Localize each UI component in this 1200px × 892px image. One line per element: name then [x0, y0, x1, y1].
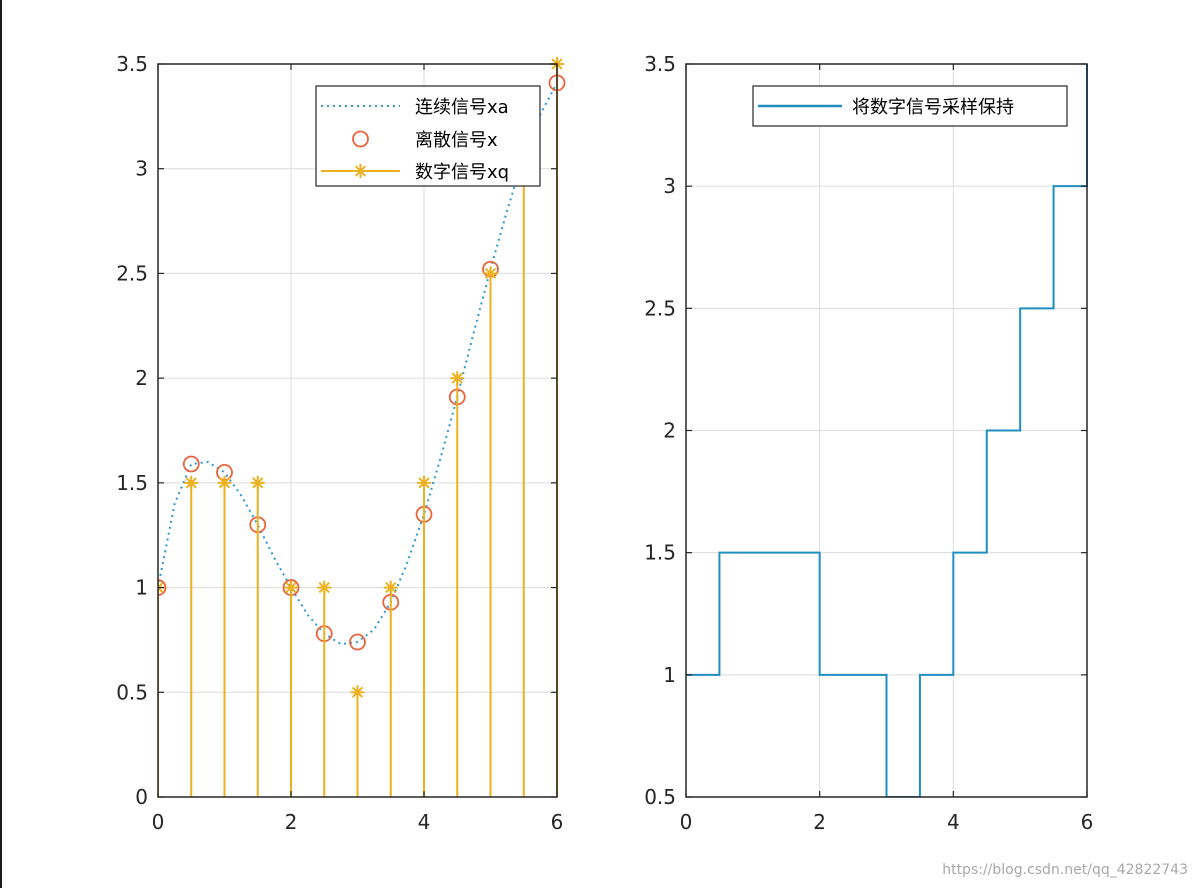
- discrete-point: [158, 579, 167, 596]
- watermark-text: https://blog.csdn.net/qq_42822743: [942, 862, 1188, 878]
- stairs-line: [686, 64, 1088, 797]
- y-tick-label: 3: [135, 157, 148, 181]
- y-tick-label: 3.5: [116, 52, 148, 76]
- y-tick-label: 3.5: [644, 52, 676, 76]
- stem-marker: [450, 371, 465, 386]
- legend: 连续信号xa 离散信号x 数字信号xq: [315, 85, 541, 187]
- legend: 将数字信号采样保持: [752, 85, 1068, 127]
- stem-marker: [417, 475, 431, 490]
- legend-entry-label: 数字信号xq: [415, 162, 509, 183]
- discrete-point: [182, 455, 200, 473]
- axes-1: 0 2 4 6 0 0.5 1 1.5 2 2.5 3 3.5 连续信号xa 离散信号x 数字信号xq: [116, 52, 566, 834]
- y-tick-label: 2.5: [644, 296, 676, 320]
- stem-marker: [383, 580, 398, 595]
- stem-marker: [483, 266, 498, 281]
- discrete-point: [349, 633, 366, 651]
- legend-entry-label: 离散信号x: [415, 130, 498, 151]
- y-tick-label: 1.5: [116, 471, 148, 495]
- axes-box: [157, 63, 558, 798]
- ticks: 0 2 4 6 0 0.5 1 1.5 2 2.5 3 3.5: [116, 52, 563, 834]
- y-tick-label: 2: [135, 366, 148, 390]
- stem-marker: [217, 475, 232, 490]
- stem-marker: [317, 580, 332, 595]
- y-tick-label: 2.5: [116, 261, 148, 285]
- x-tick-label: 2: [813, 810, 826, 834]
- x-tick-label: 2: [285, 810, 298, 834]
- legend-entry-label: 连续信号xa: [415, 97, 509, 118]
- legend-sample-marker: [353, 164, 368, 178]
- x-tick-label: 4: [947, 810, 960, 834]
- y-tick-label: 0.5: [116, 680, 148, 704]
- stem-marker: [284, 580, 298, 595]
- series-1: [686, 64, 1088, 797]
- axes-2: 0 2 4 6 0.5 1 1.5 2 2.5 3 3.5 将数字信号采样保持: [644, 52, 1093, 834]
- x-tick-label: 6: [551, 810, 564, 834]
- y-tick-label: 0.5: [644, 785, 676, 809]
- stem-marker: [250, 475, 265, 490]
- y-tick-label: 2: [663, 419, 676, 443]
- legend-entry-label: 将数字信号采样保持: [852, 97, 1014, 118]
- x-tick-label: 4: [418, 810, 431, 834]
- x-tick-label: 0: [680, 810, 693, 834]
- y-tick-label: 1.5: [644, 541, 676, 565]
- ticks: 0 2 4 6 0.5 1 1.5 2 2.5 3 3.5: [644, 52, 1093, 834]
- x-tick-label: 6: [1081, 810, 1094, 834]
- legend-sample-marker: [352, 130, 369, 148]
- stem-marker: [350, 685, 365, 700]
- y-tick-label: 1: [663, 663, 676, 687]
- stem-marker: [184, 475, 199, 490]
- y-tick-label: 1: [135, 576, 148, 600]
- y-tick-label: 3: [663, 174, 676, 198]
- x-tick-label: 0: [152, 810, 165, 834]
- y-tick-label: 0: [135, 785, 148, 809]
- window-edge: [0, 0, 2, 888]
